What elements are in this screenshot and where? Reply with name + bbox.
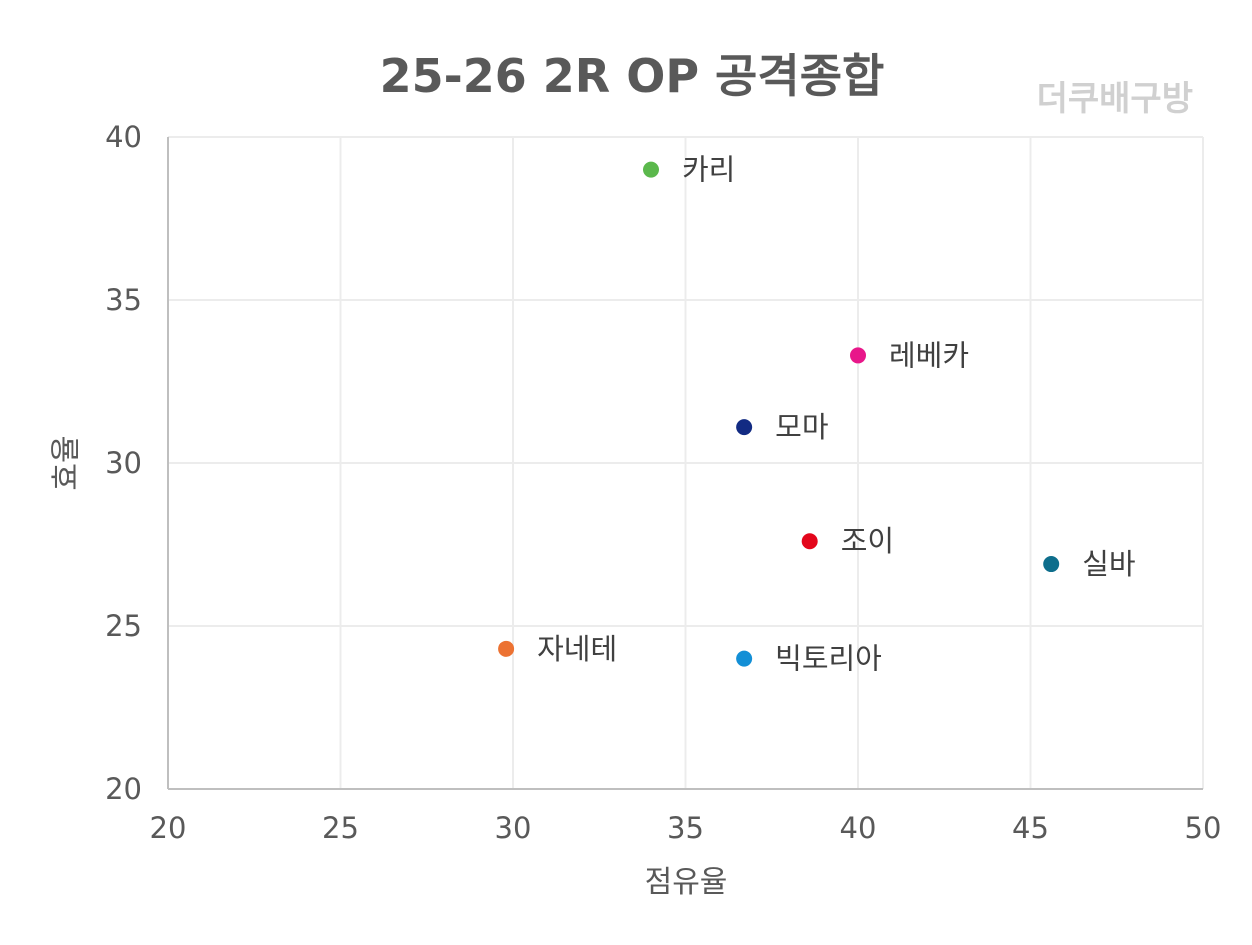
y-axis-ticks: 20 25 30 35 40 bbox=[105, 120, 142, 806]
x-tick-label: 40 bbox=[840, 811, 877, 845]
x-tick-label: 25 bbox=[322, 811, 359, 845]
x-axis-ticks: 20 25 30 35 40 45 50 bbox=[150, 811, 1222, 845]
x-tick-label: 30 bbox=[495, 811, 532, 845]
data-point bbox=[850, 347, 866, 364]
x-tick-label: 20 bbox=[150, 811, 187, 845]
data-point bbox=[1043, 556, 1060, 573]
data-point-label: 실바 bbox=[1082, 547, 1135, 581]
data-point bbox=[498, 640, 515, 657]
plot-axes bbox=[167, 137, 1203, 790]
data-point-label: 빅토리아 bbox=[775, 642, 882, 676]
x-tick-label: 50 bbox=[1185, 811, 1222, 845]
x-tick-label: 35 bbox=[667, 811, 704, 845]
y-axis-title: 효율 bbox=[49, 435, 84, 490]
data-point-label: 카리 bbox=[682, 153, 735, 187]
data-point-label: 레베카 bbox=[889, 338, 969, 372]
y-tick-label: 35 bbox=[105, 283, 142, 317]
plot-grid bbox=[168, 136, 1204, 789]
data-point bbox=[736, 419, 753, 436]
data-point bbox=[736, 650, 753, 667]
y-tick-label: 20 bbox=[105, 772, 142, 806]
watermark-text: 더쿠배구방 bbox=[1037, 79, 1193, 119]
data-point bbox=[643, 161, 659, 178]
data-point bbox=[801, 533, 818, 550]
data-point-label: 모마 bbox=[775, 410, 828, 444]
x-axis-title: 점유율 bbox=[645, 865, 728, 900]
chart-title: 25-26 2R OP 공격종합 bbox=[380, 49, 885, 103]
data-point-label: 조이 bbox=[841, 524, 894, 558]
data-point-label: 자네테 bbox=[537, 632, 617, 666]
y-tick-label: 30 bbox=[105, 446, 142, 480]
y-tick-label: 40 bbox=[105, 120, 142, 154]
y-tick-label: 25 bbox=[105, 609, 142, 643]
x-tick-label: 45 bbox=[1012, 811, 1049, 845]
